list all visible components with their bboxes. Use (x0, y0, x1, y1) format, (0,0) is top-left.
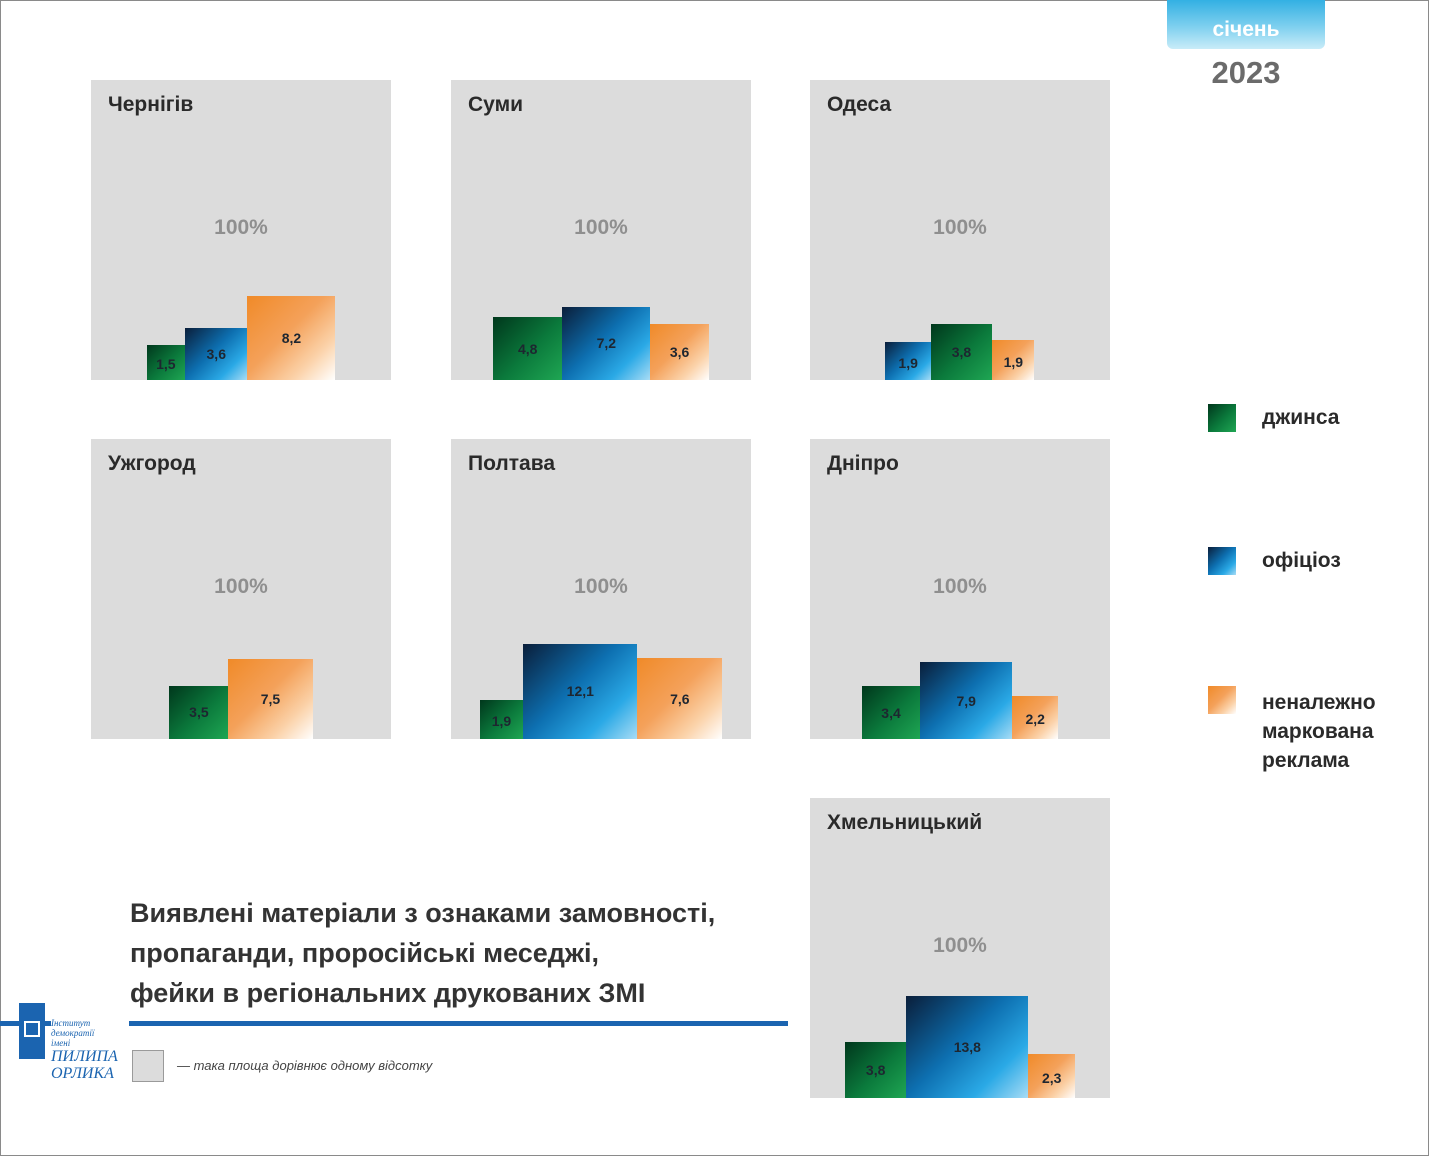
bar-official (562, 306, 651, 380)
bar-value-label: 12,1 (566, 683, 594, 700)
institute-logo-icon (19, 1003, 45, 1059)
region-panel: Ужгород 100% 3,5 7,5 (91, 439, 391, 739)
bar-value-label: 3,8 (951, 344, 972, 361)
bar-value-label: 1,9 (1003, 353, 1024, 370)
region-title: Одеса (827, 93, 892, 116)
region-title: Полтава (468, 452, 556, 475)
region-title: Ужгород (108, 452, 196, 475)
bar-ads (992, 339, 1035, 380)
logo-line-4: ОРЛИКА (51, 1065, 114, 1082)
legend-label-ads: неналежно маркована реклама (1262, 688, 1376, 775)
bar-value-label: 1,9 (491, 713, 512, 730)
region-total-label: 100% (574, 216, 628, 239)
region-total-label: 100% (214, 575, 268, 598)
bar-value-label: 7,6 (670, 690, 690, 707)
bar-value-label: 8,2 (281, 330, 302, 347)
legend-swatch-ads (1208, 686, 1236, 714)
region-total-label: 100% (574, 575, 628, 598)
legend-swatch-official (1208, 547, 1236, 575)
region-panel: Полтава 100% 1,9 12,1 7,6 (451, 439, 751, 739)
region-total-label: 100% (933, 575, 987, 598)
region-title: Суми (468, 93, 524, 116)
region-panel: Одеса 100% 1,9 3,8 1,9 (810, 80, 1110, 380)
bar-value-label: 3,6 (206, 346, 226, 363)
bar-jeans (479, 699, 524, 739)
bar-ads (247, 296, 336, 380)
bar-value-label: 3,4 (881, 704, 901, 721)
bar-ads (228, 658, 313, 739)
bar-value-label: 7,2 (596, 335, 617, 352)
year-label: 2023 (1211, 55, 1281, 90)
bar-jeans (862, 686, 921, 739)
bar-official (906, 996, 1029, 1098)
legend-label-ads-line-1: неналежно (1262, 691, 1376, 714)
bar-value-label: 1,9 (898, 355, 918, 372)
bar-value-label: 7,9 (956, 692, 976, 709)
bar-official (523, 643, 638, 739)
bar-ads (1028, 1053, 1075, 1098)
region-panel: Чернігів 100% 1,5 3,6 8,2 (91, 80, 391, 380)
headline: Виявлені матеріали з ознаками замовності… (130, 893, 790, 1013)
institute-logo-text: Інститут демократії імені ПИЛИПА ОРЛИКА (51, 1018, 129, 1082)
legend-label-ads-line-3: реклама (1262, 749, 1350, 772)
bar-value-label: 2,2 (1025, 711, 1045, 728)
blue-divider (0, 1021, 788, 1026)
bar-value-label: 13,8 (953, 1039, 981, 1056)
region-panel: Суми 100% 4,8 7,2 3,6 (451, 80, 751, 380)
logo-emblem-icon (24, 1021, 40, 1037)
headline-line-2: пропаганди, проросійські меседжі, (130, 938, 600, 968)
region-panel: Хмельницький 100% 3,8 13,8 2,3 (810, 798, 1110, 1098)
logo-line-1: Інститут демократії (51, 1018, 95, 1038)
bar-jeans (844, 1042, 907, 1098)
bar-ads (650, 324, 709, 380)
bar-official (920, 662, 1013, 739)
scale-note-text: — така площа дорівнює одному відсотку (177, 1058, 433, 1073)
bar-official (185, 328, 248, 380)
bar-jeans (493, 317, 563, 380)
bar-value-label: 2,3 (1041, 1069, 1062, 1086)
logo-line-2: імені (51, 1038, 71, 1048)
bar-value-label: 3,6 (669, 344, 690, 361)
scale-note-swatch (132, 1050, 164, 1082)
region-title: Хмельницький (827, 811, 983, 834)
legend-swatch-jeans (1208, 404, 1236, 432)
legend-label-ads-line-2: маркована (1262, 720, 1374, 743)
bar-ads (637, 658, 723, 739)
region-total-label: 100% (933, 216, 987, 239)
bar-value-label: 4,8 (518, 340, 538, 357)
region-total-label: 100% (933, 934, 987, 957)
region-total-label: 100% (214, 216, 268, 239)
bar-official (885, 342, 931, 380)
bar-ads (1012, 695, 1058, 739)
bar-value-label: 3,8 (865, 1062, 886, 1079)
logo-line-3: ПИЛИПА (51, 1048, 118, 1065)
bar-value-label: 7,5 (260, 690, 281, 707)
legend-label-jeans: джинса (1262, 406, 1340, 429)
legend-label-official: офіціоз (1262, 549, 1341, 572)
headline-line-1: Виявлені матеріали з ознаками замовності… (130, 898, 716, 928)
bar-jeans (169, 685, 229, 739)
region-title: Чернігів (108, 93, 194, 116)
bar-jeans (146, 344, 186, 380)
region-panel: Дніпро 100% 3,4 7,9 2,2 (810, 439, 1110, 739)
bar-value-label: 3,5 (189, 704, 209, 721)
bar-jeans (930, 324, 993, 380)
month-tab: січень (1167, 0, 1325, 49)
headline-line-3: фейки в регіональних друкованих ЗМІ (130, 978, 646, 1008)
region-title: Дніпро (827, 452, 899, 475)
bar-value-label: 1,5 (156, 356, 176, 373)
